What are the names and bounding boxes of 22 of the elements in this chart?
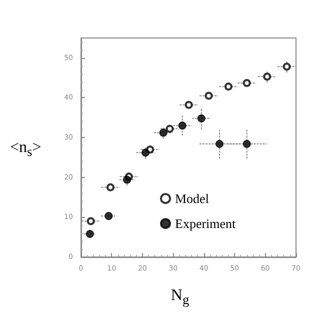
point (242, 78, 251, 87)
point (104, 212, 113, 220)
point (86, 230, 94, 238)
point (159, 128, 168, 137)
point (123, 176, 132, 184)
point (106, 183, 114, 192)
point (197, 114, 206, 122)
point (142, 148, 150, 157)
point (166, 124, 174, 133)
point (184, 100, 193, 109)
x-axis-title: N$_{g}$ (170, 287, 190, 308)
point (224, 82, 232, 91)
point (86, 217, 95, 226)
y-axis-title: <n$_{s}$> (10, 139, 42, 160)
legend-label: Experiment (175, 216, 236, 231)
point (242, 140, 251, 148)
point (204, 92, 213, 100)
legend-label: Model (175, 191, 210, 206)
point (282, 62, 291, 71)
point (263, 72, 272, 81)
point (178, 122, 186, 130)
point (216, 140, 224, 148)
